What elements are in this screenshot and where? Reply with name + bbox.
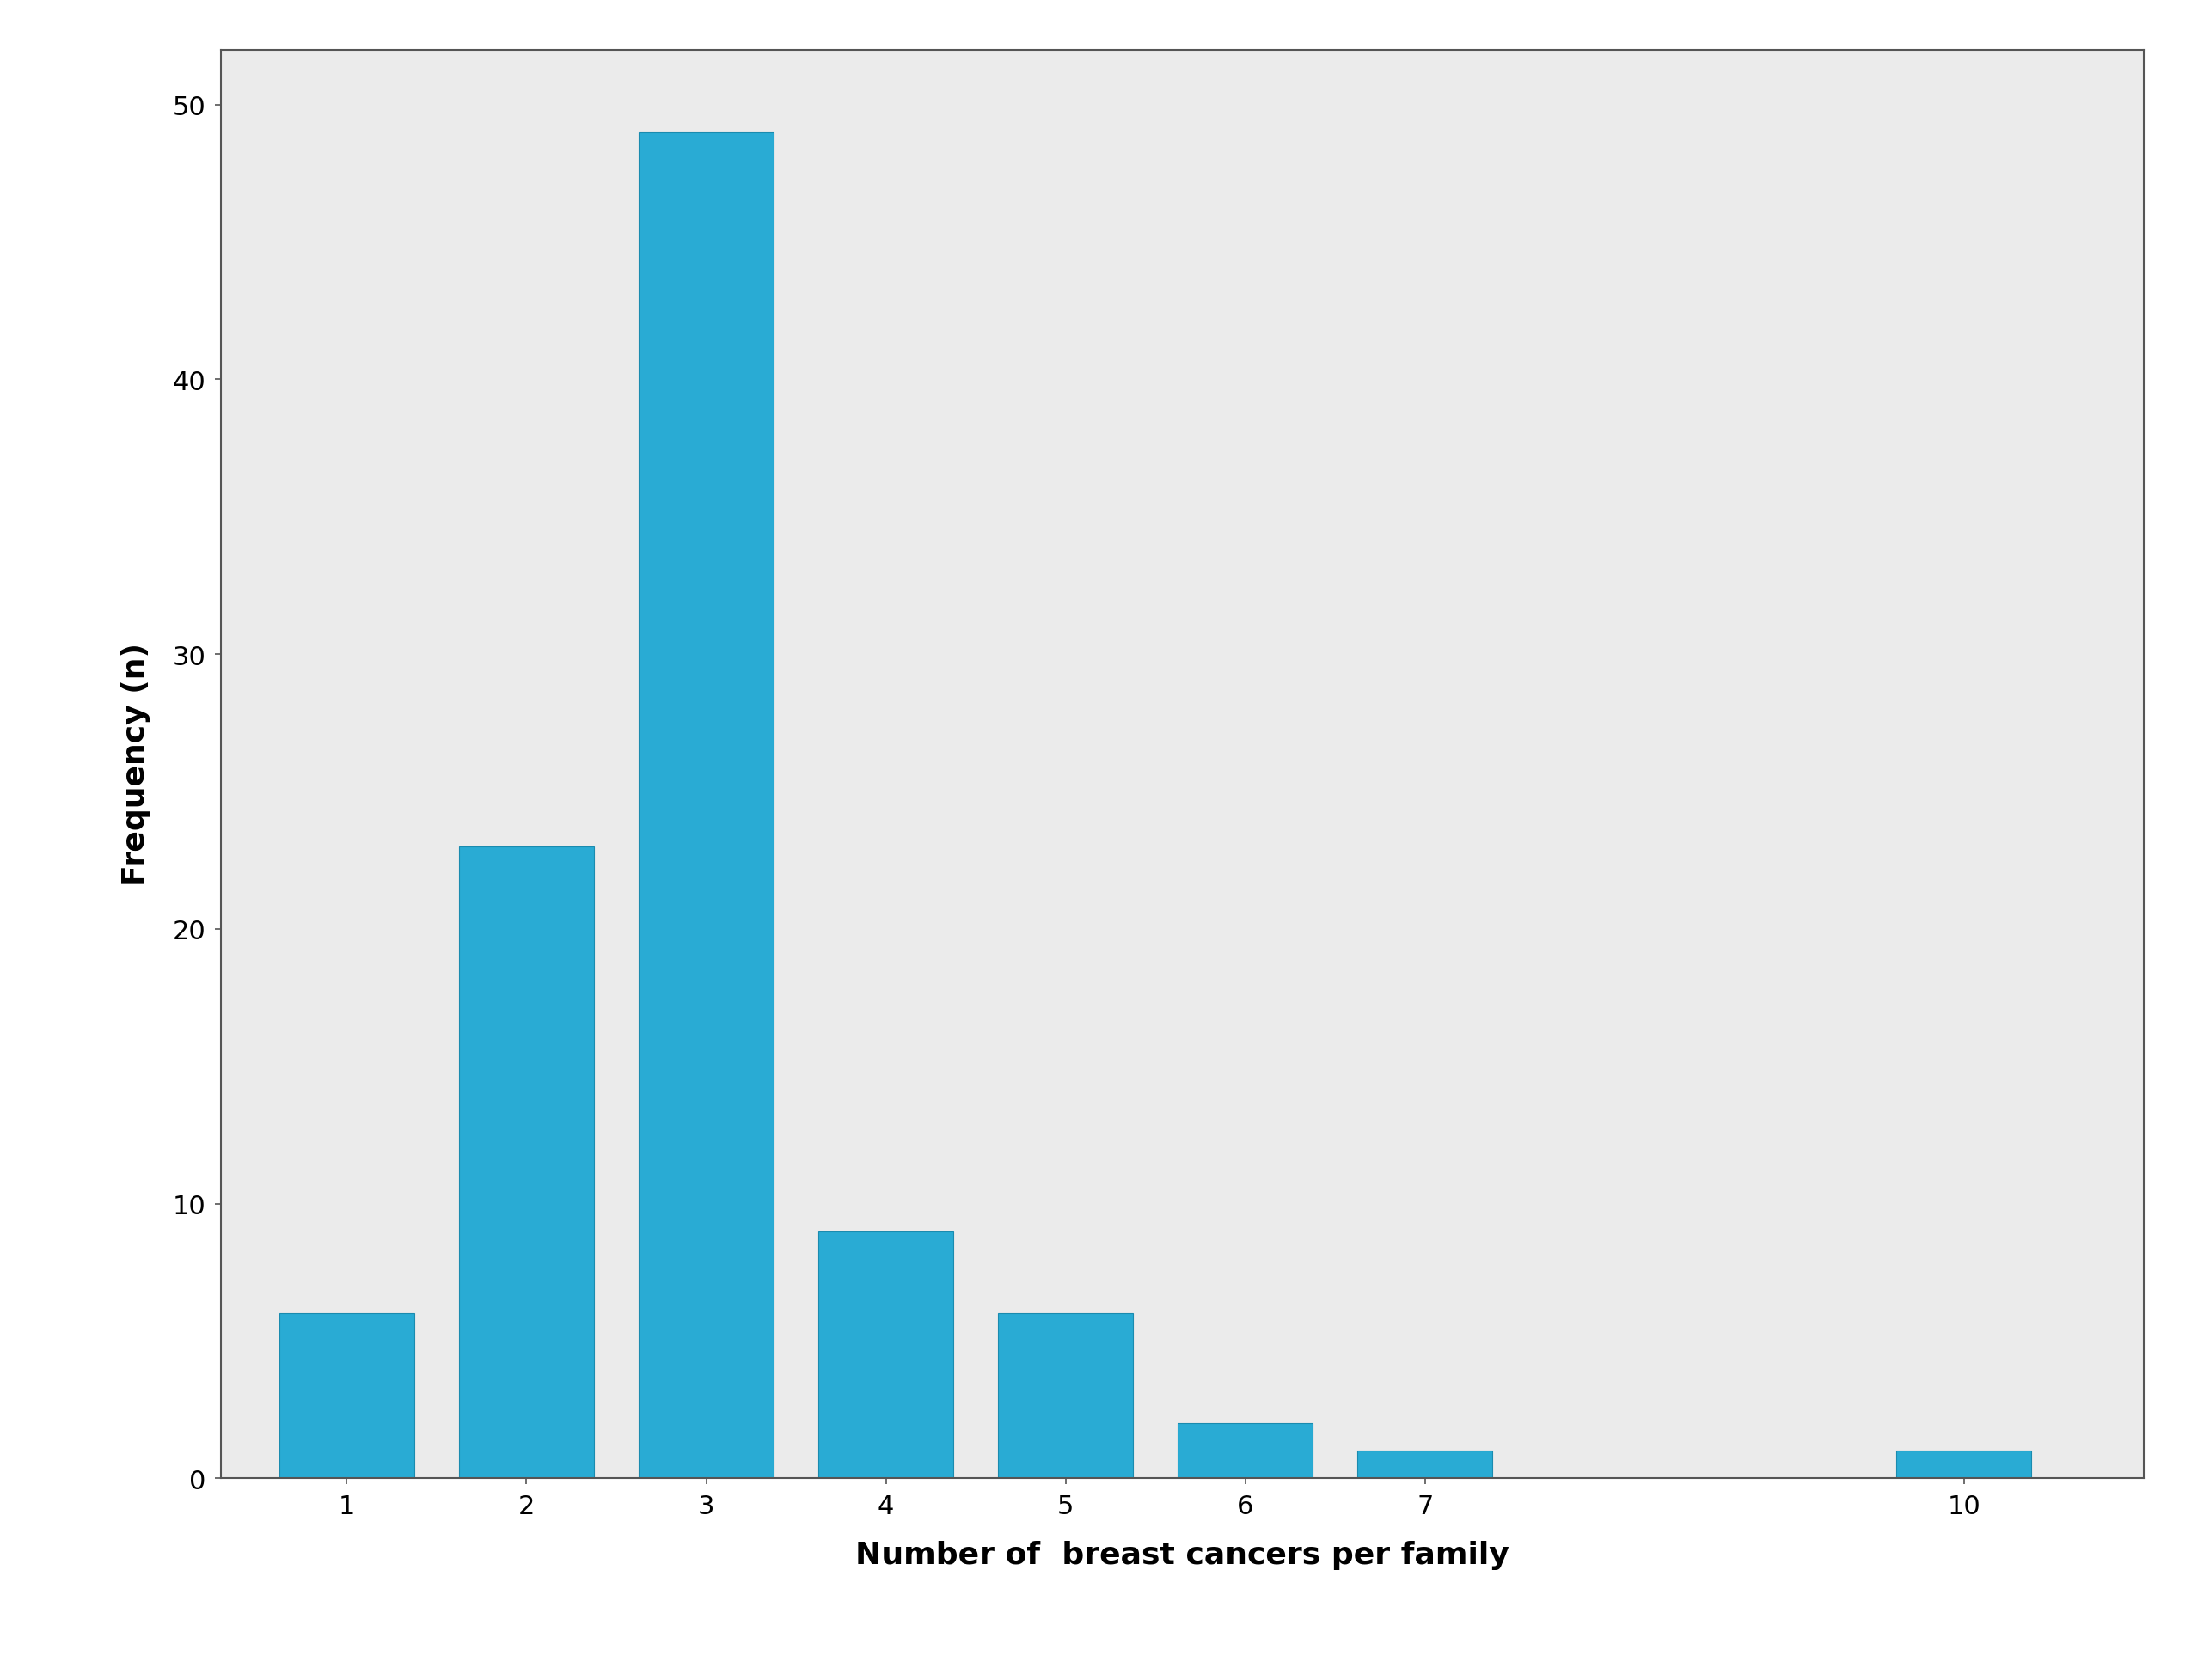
X-axis label: Number of  breast cancers per family: Number of breast cancers per family xyxy=(855,1541,1509,1569)
Bar xyxy=(460,847,594,1478)
Bar xyxy=(818,1231,953,1478)
Bar xyxy=(1896,1452,2031,1478)
Bar xyxy=(639,133,773,1478)
Bar xyxy=(1357,1452,1492,1478)
Bar xyxy=(1178,1423,1313,1478)
Y-axis label: Frequency (n): Frequency (n) xyxy=(122,643,150,885)
Bar xyxy=(999,1314,1134,1478)
Bar xyxy=(278,1314,413,1478)
